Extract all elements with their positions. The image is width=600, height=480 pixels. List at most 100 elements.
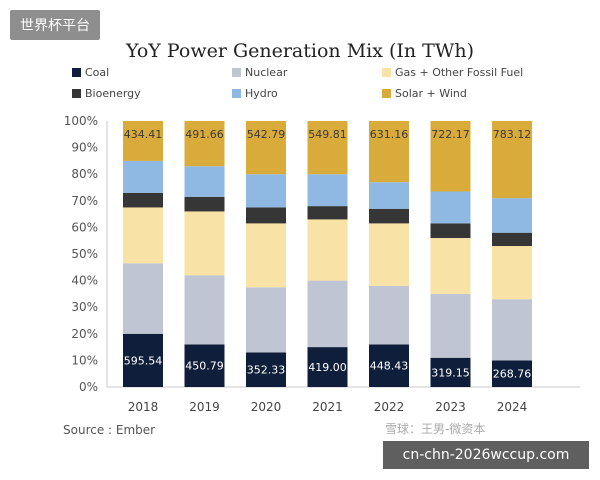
legend-item-bioenergy: Bioenergy bbox=[72, 87, 141, 100]
data-label-coal: 419.00 bbox=[308, 361, 347, 374]
bar-segment-solar-wind bbox=[430, 121, 471, 192]
data-label-solar-wind: 631.16 bbox=[370, 128, 409, 141]
legend-swatch-coal bbox=[72, 68, 81, 77]
source-note: Source : Ember bbox=[63, 423, 156, 437]
y-tick-label: 10% bbox=[71, 353, 98, 367]
data-label-coal: 450.79 bbox=[185, 360, 224, 373]
legend-label-hydro: Hydro bbox=[245, 87, 278, 100]
bar-segment-hydro bbox=[184, 166, 225, 197]
bar-segment-solar-wind bbox=[492, 121, 532, 199]
bar-segment-coal bbox=[307, 347, 348, 387]
x-tick-label: 2022 bbox=[374, 400, 405, 414]
x-tick-label: 2019 bbox=[189, 400, 220, 414]
legend-label-bioenergy: Bioenergy bbox=[85, 87, 141, 100]
bar-segment-gas-other-fossil-fuel bbox=[246, 223, 286, 288]
x-tick-label: 2021 bbox=[312, 400, 343, 414]
x-tick-label: 2023 bbox=[435, 400, 466, 414]
legend-item-hydro: Hydro bbox=[232, 87, 278, 100]
legend-item-gas: Gas + Other Fossil Fuel bbox=[382, 66, 523, 79]
bar-segment-bioenergy bbox=[184, 196, 225, 212]
footer-url-tag[interactable]: cn-chn-2026wccup.com bbox=[383, 441, 589, 469]
bar-segment-hydro bbox=[123, 160, 163, 193]
y-tick-label: 90% bbox=[71, 141, 98, 155]
y-tick-label: 40% bbox=[71, 274, 98, 288]
bar-segment-bioenergy bbox=[123, 192, 163, 208]
bar-segment-bioenergy bbox=[492, 232, 532, 247]
data-label-solar-wind: 434.41 bbox=[124, 128, 163, 141]
legend-item-solar-wind: Solar + Wind bbox=[382, 87, 467, 100]
watermark-text: 雪球：王男-微资本 bbox=[385, 422, 486, 436]
bar-segment-hydro bbox=[430, 191, 471, 224]
bar-segment-hydro bbox=[307, 174, 348, 207]
x-tick-label: 2020 bbox=[251, 400, 282, 414]
x-tick-label: 2018 bbox=[128, 400, 159, 414]
y-tick-label: 70% bbox=[71, 194, 98, 208]
bar-segment-nuclear bbox=[430, 293, 471, 358]
data-label-coal: 352.33 bbox=[247, 364, 286, 377]
bar-segment-gas-other-fossil-fuel bbox=[123, 207, 163, 264]
legend-label-coal: Coal bbox=[85, 66, 110, 79]
legend-label-gas: Gas + Other Fossil Fuel bbox=[395, 66, 524, 79]
y-tick-label: 0% bbox=[79, 380, 98, 394]
data-label-coal: 595.54 bbox=[124, 354, 163, 367]
bar-segment-gas-other-fossil-fuel bbox=[307, 219, 348, 281]
bar-segment-solar-wind bbox=[184, 121, 225, 167]
x-tick-label: 2024 bbox=[497, 400, 528, 414]
legend-swatch-bioenergy bbox=[72, 89, 81, 98]
data-label-solar-wind: 783.12 bbox=[493, 128, 532, 141]
y-tick-label: 30% bbox=[71, 300, 98, 314]
data-label-solar-wind: 542.79 bbox=[247, 128, 286, 141]
bar-segment-gas-other-fossil-fuel bbox=[492, 246, 532, 300]
data-label-coal: 319.15 bbox=[431, 366, 470, 379]
data-label-solar-wind: 722.17 bbox=[431, 128, 470, 141]
legend-swatch-nuclear bbox=[232, 68, 241, 77]
bar-segment-nuclear bbox=[307, 280, 348, 348]
bar-segment-solar-wind bbox=[123, 121, 163, 161]
bar-segment-hydro bbox=[246, 174, 286, 208]
legend-label-nuclear: Nuclear bbox=[245, 66, 288, 79]
bar-segment-nuclear bbox=[492, 299, 532, 361]
bar-segment-nuclear bbox=[184, 275, 225, 345]
bar-segment-bioenergy bbox=[246, 207, 286, 224]
bar-segment-coal bbox=[492, 360, 532, 387]
y-tick-label: 100% bbox=[64, 114, 98, 128]
bar-segment-coal bbox=[184, 344, 225, 387]
bar-segment-bioenergy bbox=[369, 208, 409, 224]
y-tick-label: 20% bbox=[71, 327, 98, 341]
legend-label-solar-wind: Solar + Wind bbox=[395, 87, 467, 100]
chart-title: YoY Power Generation Mix (In TWh) bbox=[125, 40, 475, 62]
y-tick-label: 60% bbox=[71, 220, 98, 234]
bar-segment-hydro bbox=[492, 198, 532, 233]
site-tag[interactable]: 世界杯平台 bbox=[10, 10, 100, 40]
bar-segment-nuclear bbox=[369, 285, 409, 345]
bar-segment-coal bbox=[246, 352, 286, 387]
data-label-solar-wind: 491.66 bbox=[185, 128, 224, 141]
bar-segment-gas-other-fossil-fuel bbox=[369, 223, 409, 286]
bar-segment-coal bbox=[369, 344, 409, 387]
bar-segment-coal bbox=[123, 333, 163, 387]
y-tick-label: 80% bbox=[71, 167, 98, 181]
y-tick-label: 50% bbox=[71, 247, 98, 261]
legend-swatch-hydro bbox=[232, 89, 241, 98]
bar-segment-hydro bbox=[369, 182, 409, 209]
data-label-coal: 268.76 bbox=[493, 368, 532, 381]
legend-swatch-gas bbox=[382, 68, 391, 77]
bar-segment-bioenergy bbox=[307, 206, 348, 220]
bar-segment-nuclear bbox=[123, 263, 163, 334]
bar-segment-gas-other-fossil-fuel bbox=[430, 238, 471, 294]
legend: Coal Nuclear Gas + Other Fossil Fuel Bio… bbox=[72, 66, 592, 108]
bar-segment-solar-wind bbox=[369, 121, 409, 183]
bar-segment-solar-wind bbox=[307, 121, 348, 175]
legend-item-nuclear: Nuclear bbox=[232, 66, 287, 79]
bar-segment-solar-wind bbox=[246, 121, 286, 175]
legend-swatch-solar-wind bbox=[382, 89, 391, 98]
data-label-solar-wind: 549.81 bbox=[308, 128, 347, 141]
bar-segment-coal bbox=[430, 357, 471, 387]
bar-segment-nuclear bbox=[246, 287, 286, 353]
bar-segment-bioenergy bbox=[430, 223, 471, 239]
data-label-coal: 448.43 bbox=[370, 360, 409, 373]
bar-segment-gas-other-fossil-fuel bbox=[184, 211, 225, 276]
legend-item-coal: Coal bbox=[72, 66, 109, 79]
